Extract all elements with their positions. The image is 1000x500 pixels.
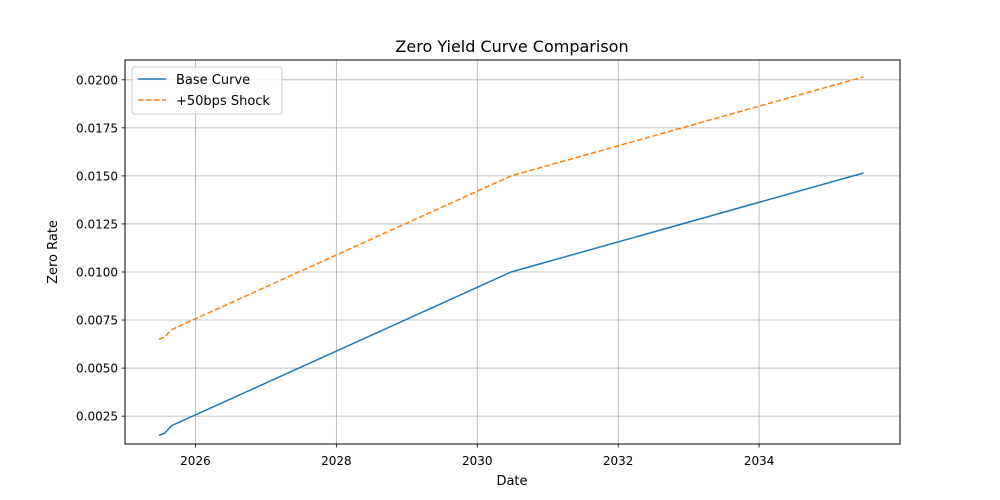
legend-label-base-curve: Base Curve bbox=[176, 73, 250, 88]
y-tick-label: 0.0100 bbox=[76, 265, 118, 279]
x-axis-label: Date bbox=[496, 474, 527, 489]
x-tick-label: 2028 bbox=[321, 454, 352, 468]
y-tick-label: 0.0125 bbox=[76, 217, 118, 231]
legend-box bbox=[131, 66, 283, 115]
x-tick-label: 2032 bbox=[603, 454, 634, 468]
y-tick-label: 0.0200 bbox=[76, 73, 118, 87]
x-tick-label: 2030 bbox=[462, 454, 493, 468]
x-tick-label: 2026 bbox=[180, 454, 211, 468]
y-axis-label: Zero Rate bbox=[46, 220, 61, 284]
x-tick-label: 2034 bbox=[744, 454, 775, 468]
series-lines bbox=[158, 76, 864, 437]
y-axis: 0.0025 0.0050 0.0075 0.0100 0.0125 0.0150 0.01… bbox=[76, 73, 125, 424]
y-tick-label: 0.0150 bbox=[76, 169, 118, 183]
y-tick-label: 0.0175 bbox=[76, 121, 118, 135]
series-line-0 bbox=[158, 172, 864, 437]
legend: Base Curve +50bps Shock bbox=[131, 66, 283, 115]
chart-title: Zero Yield Curve Comparison bbox=[395, 37, 628, 56]
y-tick-label: 0.0050 bbox=[76, 362, 118, 376]
series-line-1 bbox=[158, 76, 864, 340]
plot-area bbox=[124, 59, 901, 445]
grid bbox=[125, 60, 900, 444]
y-tick-label: 0.0075 bbox=[76, 314, 118, 328]
legend-label-shock: +50bps Shock bbox=[176, 94, 270, 109]
x-axis: 2026 2028 2030 2032 2034 bbox=[180, 444, 774, 468]
y-tick-label: 0.0025 bbox=[76, 410, 118, 424]
